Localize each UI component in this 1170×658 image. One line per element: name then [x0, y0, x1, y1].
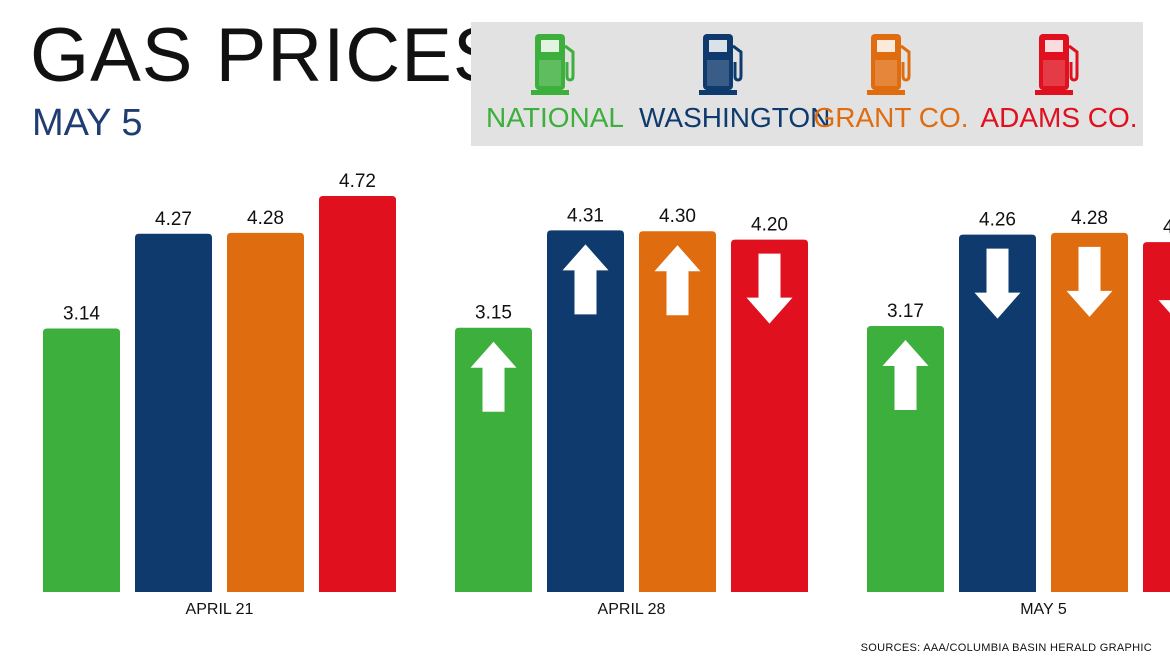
bar: [1143, 242, 1170, 592]
legend-label: GRANT CO.: [813, 102, 969, 133]
arrow-down-icon: [974, 248, 1021, 319]
data-label: 4.27: [155, 209, 192, 230]
data-label: 3.14: [63, 304, 100, 325]
data-label: 4.26: [979, 210, 1016, 231]
bar: [319, 196, 396, 592]
gas-pump-icon: [531, 34, 575, 95]
gas-pump-icon: [699, 34, 743, 95]
arrow-down-icon: [1066, 246, 1113, 317]
data-label: 3.15: [475, 303, 512, 324]
data-label: 4.20: [751, 215, 788, 236]
arrow-up-icon: [470, 341, 517, 412]
data-label: 4.28: [247, 208, 284, 229]
legend-item-national: NATIONAL: [471, 22, 639, 146]
gas-pump-icon: [867, 34, 911, 95]
arrow-down-icon: [746, 253, 793, 324]
bar: [135, 233, 212, 592]
page-subtitle: MAY 5: [32, 102, 143, 144]
bar: [547, 230, 624, 592]
source-note: SOURCES: AAA/COLUMBIA BASIN HERALD GRAPH…: [860, 642, 1152, 654]
legend-label: WASHINGTON: [639, 102, 831, 133]
bar: [639, 231, 716, 592]
category-label: APRIL 28: [598, 601, 666, 618]
bar: [455, 327, 532, 592]
legend-item-adams-co: ADAMS CO.: [975, 22, 1143, 146]
arrow-up-icon: [882, 340, 929, 411]
bar: [959, 234, 1036, 592]
data-label: 3.17: [887, 301, 924, 322]
data-label: 4.72: [339, 171, 376, 192]
data-label: 4.31: [567, 205, 604, 226]
legend-item-grant-co: GRANT CO.: [807, 22, 975, 146]
page-title: GAS PRICES: [30, 13, 505, 98]
bar: [43, 328, 120, 592]
legend: NATIONAL WASHINGTON GRANT CO. ADAMS CO.: [471, 22, 1143, 146]
data-label: 4.17: [1163, 217, 1170, 238]
arrow-up-icon: [562, 244, 609, 315]
gas-pump-icon: [1035, 34, 1079, 95]
arrow-down-icon: [1158, 300, 1170, 314]
legend-item-washington: WASHINGTON: [639, 22, 831, 146]
bar: [1051, 232, 1128, 592]
category-label: MAY 5: [1020, 601, 1067, 618]
legend-label: NATIONAL: [486, 102, 624, 133]
category-label: APRIL 21: [186, 601, 254, 618]
bar-chart: 3.14 4.27 4.28 4.72 APRIL 21 3.15 4.31 4.30 4.20…: [43, 171, 1170, 618]
data-label: 4.30: [659, 206, 696, 227]
bar: [731, 239, 808, 592]
data-label: 4.28: [1071, 208, 1108, 229]
arrow-up-icon: [654, 245, 701, 316]
bar: [867, 326, 944, 592]
legend-label: ADAMS CO.: [980, 102, 1138, 133]
bar: [227, 232, 304, 592]
